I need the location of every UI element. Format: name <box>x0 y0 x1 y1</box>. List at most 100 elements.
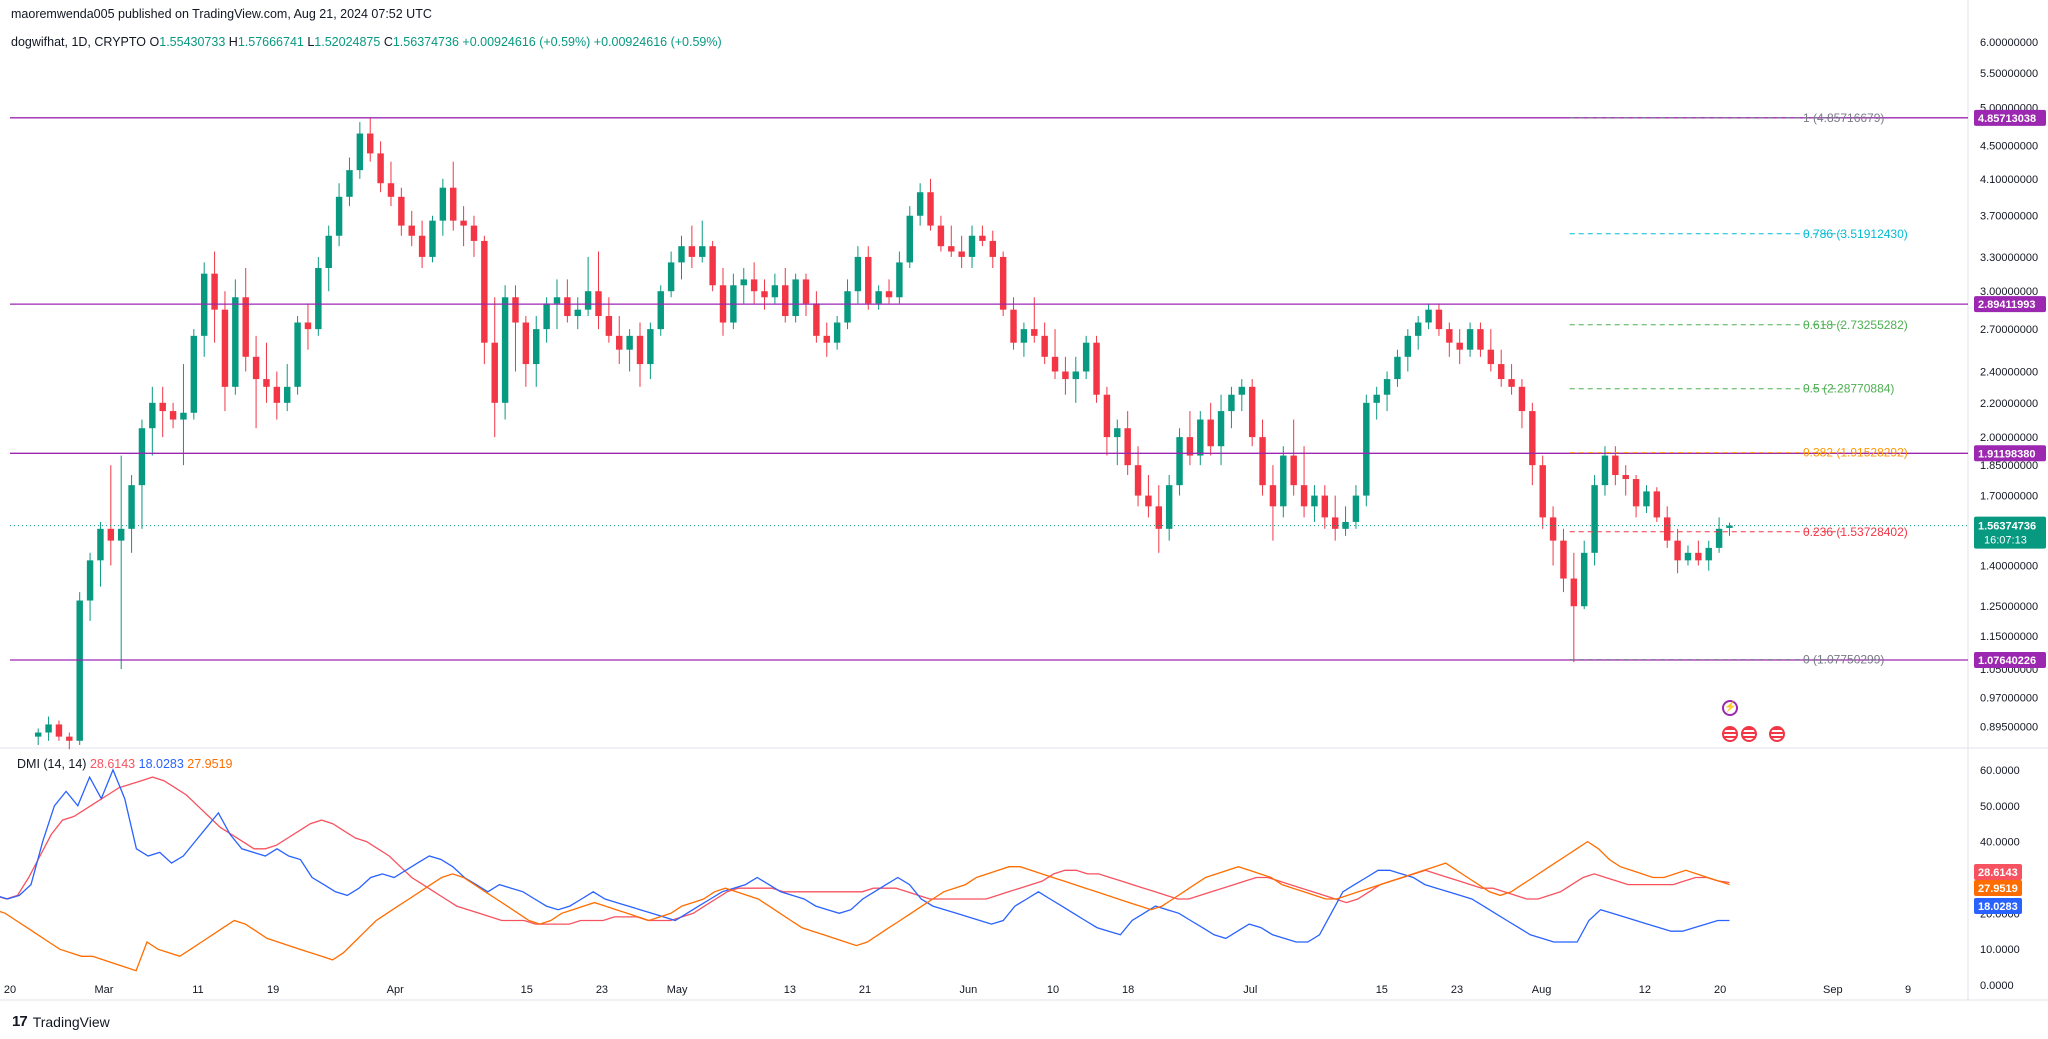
candle-body <box>1238 386 1246 395</box>
candle-body <box>1363 402 1370 496</box>
time-axis-tick-label: 15 <box>1376 984 1388 996</box>
candle-body <box>626 335 633 350</box>
candle-body <box>117 528 125 541</box>
candle-body <box>1394 356 1401 380</box>
ohlc-legend: dogwifhat, 1D, CRYPTO O1.55430733 H1.576… <box>11 35 722 49</box>
candle-body <box>512 297 519 323</box>
candle-body <box>211 273 218 310</box>
fib-level-label: 0.786 (3.51912430) <box>1803 227 1908 241</box>
tradingview-logo[interactable]: 17 TradingView <box>12 1013 110 1030</box>
candle-body <box>916 192 924 216</box>
candle-body <box>356 133 364 171</box>
tradingview-logo-icon: 17 <box>12 1013 28 1030</box>
dmi-adx-value: 27.9519 <box>187 757 233 771</box>
candle-body <box>263 379 270 387</box>
candle-body <box>1425 309 1432 323</box>
candle-body <box>1290 455 1297 486</box>
candle-body <box>533 329 540 365</box>
candle-body <box>1031 329 1038 336</box>
candle-body <box>1435 309 1443 330</box>
lightning-event-icon[interactable]: ⚡ <box>1722 700 1738 716</box>
key-level-price-label: 2.89411993 <box>1978 299 2036 311</box>
candle-body <box>1311 495 1318 507</box>
candle-body <box>1217 411 1225 447</box>
candle-body <box>750 279 758 292</box>
candle-body <box>34 732 42 737</box>
dmi-value-label: 28.6143 <box>1978 867 2018 879</box>
candle-body <box>159 402 166 412</box>
candle-body <box>1446 329 1453 343</box>
key-level-price-tag <box>1974 445 2046 462</box>
us-flag-event-icon[interactable] <box>1741 726 1757 742</box>
candle-body <box>1269 485 1277 507</box>
us-flag-event-icon[interactable] <box>1769 726 1785 742</box>
candle-body <box>55 724 63 737</box>
candle-body <box>522 322 530 365</box>
candle-body <box>1487 349 1495 365</box>
candle-body <box>564 297 571 317</box>
candle-body <box>1539 465 1546 518</box>
time-axis-tick-label: 18 <box>1122 984 1134 996</box>
high-label: H <box>228 35 238 49</box>
us-flag-event-icon[interactable] <box>1722 726 1738 742</box>
price-axis-tick-label: 1.70000000 <box>1980 491 2038 503</box>
high-value: 1.57666741 <box>237 35 304 49</box>
candle-body <box>605 316 613 336</box>
candle-body <box>180 412 187 420</box>
candle-body <box>1549 517 1557 541</box>
candle-body <box>1414 322 1422 336</box>
candle-body <box>979 235 986 241</box>
candle-body <box>1726 525 1733 528</box>
candle-body <box>45 724 52 733</box>
candle-body <box>273 386 281 403</box>
candle-body <box>1093 342 1100 395</box>
time-axis-tick-label: 21 <box>859 984 871 996</box>
candle-body <box>242 297 249 357</box>
candle-body <box>1155 506 1163 529</box>
candle-body <box>678 246 685 263</box>
tradingview-brand: TradingView <box>32 1013 110 1030</box>
candle-body <box>190 335 198 413</box>
candle-body <box>792 279 799 317</box>
price-axis-tick-label: 0.97000000 <box>1980 692 2038 704</box>
candle-body <box>1695 552 1702 561</box>
candle-body <box>854 256 862 292</box>
price-axis-tick-label: 1.25000000 <box>1980 601 2038 613</box>
candle-body <box>1684 552 1692 561</box>
open-label: O <box>149 35 160 49</box>
price-axis-tick-label: 2.00000000 <box>1980 432 2038 444</box>
candle-body <box>1145 495 1152 507</box>
symbol-label[interactable]: dogwifhat, 1D, CRYPTO <box>11 35 147 49</box>
candle-body <box>470 225 478 241</box>
candle-body <box>989 240 996 257</box>
candle-body <box>802 279 810 304</box>
candle-body <box>1228 394 1235 412</box>
candle-body <box>584 291 592 310</box>
fib-level-label: 1 (4.85716679) <box>1803 111 1884 125</box>
publisher-caption: maoremwenda005 published on TradingView.… <box>11 7 432 21</box>
low-value: 1.52024875 <box>314 35 381 49</box>
dmi-value-tag <box>1974 864 2022 880</box>
candle-body <box>1632 479 1640 507</box>
candle-body <box>252 356 260 380</box>
candle-body <box>1653 491 1661 518</box>
candle-body <box>76 600 83 741</box>
time-axis-tick-label: 23 <box>596 984 608 996</box>
price-axis-tick-label: 5.50000000 <box>1980 68 2038 80</box>
time-axis-tick-label: Aug <box>1532 984 1552 996</box>
candle-body <box>844 291 851 323</box>
candle-body <box>1259 437 1266 486</box>
candle-body <box>377 153 384 184</box>
candle-body <box>408 225 415 236</box>
time-axis-tick-label: 19 <box>267 984 279 996</box>
candle-body <box>1020 329 1028 343</box>
candle-body <box>937 225 945 247</box>
dmi-legend[interactable]: DMI (14, 14) 28.6143 18.0283 27.9519 <box>17 757 232 771</box>
time-axis-tick-label: Sep <box>1823 984 1843 996</box>
dmi-axis-tick-label: 50.0000 <box>1980 801 2020 813</box>
price-axis-tick-label: 1.40000000 <box>1980 560 2038 572</box>
candle-body <box>1041 335 1048 357</box>
change-value: +0.00924616 (+0.59%) <box>462 35 591 49</box>
price-axis-tick-label: 3.00000000 <box>1980 286 2038 298</box>
